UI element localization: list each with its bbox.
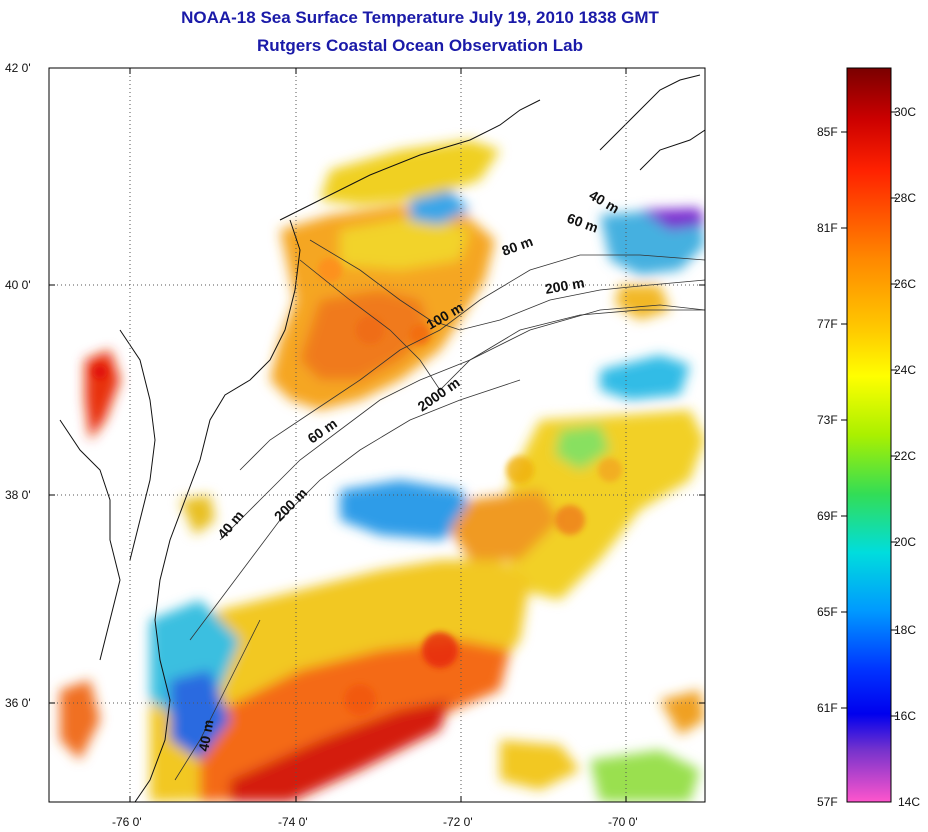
isobaths bbox=[174, 239, 705, 781]
colorbar-c-label: 22C bbox=[894, 449, 916, 463]
contour-label: 200 m bbox=[271, 485, 310, 524]
grid-lines bbox=[49, 68, 705, 802]
colorbar-c-label: 16C bbox=[894, 709, 916, 723]
colorbar-f-label: 85F bbox=[817, 125, 838, 139]
map-frame bbox=[48, 67, 706, 803]
coastline bbox=[59, 74, 705, 802]
contour-label: 40 m bbox=[214, 507, 247, 542]
contour-label: 80 m bbox=[500, 233, 535, 259]
lon-label: -72 0' bbox=[443, 815, 473, 829]
contour-label: 200 m bbox=[544, 274, 586, 297]
colorbar-f-label: 77F bbox=[817, 317, 838, 331]
lon-label: -76 0' bbox=[112, 815, 142, 829]
colorbar-f-label: 65F bbox=[817, 605, 838, 619]
colorbar-c-label: 14C bbox=[898, 795, 920, 809]
lat-label: 36 0' bbox=[5, 696, 31, 710]
lat-label: 38 0' bbox=[5, 488, 31, 502]
map-subtitle: Rutgers Coastal Ocean Observation Lab bbox=[257, 36, 583, 55]
lon-label: -74 0' bbox=[278, 815, 308, 829]
colorbar-c-label: 30C bbox=[894, 105, 916, 119]
colorbar-c-label: 20C bbox=[894, 535, 916, 549]
colorbar-f-label: 61F bbox=[817, 701, 838, 715]
colorbar-f-label: 57F bbox=[817, 795, 838, 809]
colorbar-f-label: 81F bbox=[817, 221, 838, 235]
colorbar-c-label: 24C bbox=[894, 363, 916, 377]
colorbar-f-label: 69F bbox=[817, 509, 838, 523]
colorbar-c-label: 26C bbox=[894, 277, 916, 291]
lat-label: 40 0' bbox=[5, 278, 31, 292]
lon-label: -70 0' bbox=[608, 815, 638, 829]
colorbar bbox=[846, 67, 892, 803]
contour-label: 40 m bbox=[587, 187, 623, 217]
contour-label: 40 m bbox=[195, 718, 216, 752]
temperature-field bbox=[60, 140, 705, 802]
colorbar-f-label: 73F bbox=[817, 413, 838, 427]
axis-ticks bbox=[49, 67, 705, 802]
colorbar-c-label: 28C bbox=[894, 191, 916, 205]
colorbar-c-label: 18C bbox=[894, 623, 916, 637]
colorbar-ticks bbox=[841, 111, 897, 717]
contour-label: 60 m bbox=[305, 415, 340, 446]
map-title: NOAA-18 Sea Surface Temperature July 19,… bbox=[181, 8, 659, 27]
contour-label: 60 m bbox=[565, 210, 600, 236]
lat-label: 42 0' bbox=[5, 61, 31, 75]
